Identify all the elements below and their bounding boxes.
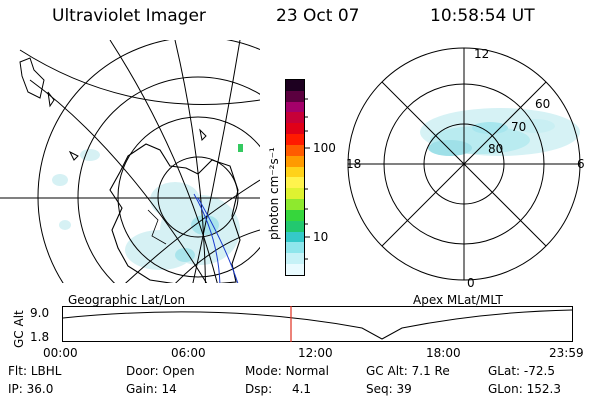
aurora-hotspot [238,144,243,152]
mlt-label-6: 6 [577,157,585,171]
time-tick-1800: 18:00 [426,346,461,360]
status-mode: Mode: Normal [245,364,329,378]
altitude-plot [62,306,573,342]
colorbar-segment [286,209,304,221]
status-glat: GLat: -72.5 [488,364,555,378]
observation-time: 10:58:54 UT [430,6,535,26]
geographic-map [0,40,260,283]
time-tick-0000: 00:00 [43,346,78,360]
colorbar-segment [286,144,304,156]
colorbar-ticks [305,98,310,260]
time-tick-2359: 23:59 [549,346,584,360]
aurora-emission-geo [52,149,240,270]
mlt-label-0: 0 [467,276,475,290]
colorbar-segment [286,253,304,265]
status-gain: Gain: 14 [126,382,177,396]
colorbar-segment [286,166,304,178]
colorbar-segment [286,80,304,91]
altitude-tick-max: 9.0 [30,306,50,320]
status-door: Door: Open [126,364,195,378]
colorbar [285,79,305,276]
time-tick-0600: 06:00 [171,346,206,360]
time-tick-1200: 12:00 [298,346,333,360]
geo-map-label: Geographic Lat/Lon [68,293,186,307]
mlat-label-70: 70 [511,120,527,134]
app-title: Ultraviolet Imager [52,6,206,26]
colorbar-segment [286,242,304,254]
mlat-label-80: 80 [488,142,504,156]
status-glon: GLon: 152.3 [488,382,561,396]
colorbar-tick-10: 10 [313,230,329,244]
colorbar-segment [286,112,304,124]
status-flt: Flt: LBHL [8,364,62,378]
aurora-emission-polar [420,108,580,156]
colorbar-segment [286,101,304,113]
observation-date: 23 Oct 07 [276,6,360,26]
status-gc-alt: GC Alt: 7.1 Re [366,364,450,378]
polar-map [347,47,581,281]
colorbar-tick-100: 100 [313,141,336,155]
colorbar-segment [286,134,304,145]
colorbar-segment [286,155,304,167]
mlt-label-12: 12 [474,47,490,61]
altitude-tick-min: 1.8 [30,330,50,344]
colorbar-segment [286,123,304,135]
altitude-axis-label: GC Alt [12,310,26,348]
colorbar-unit-label: photon cm⁻²s⁻¹ [267,147,281,240]
status-seq: Seq: 39 [366,382,412,396]
colorbar-segment [286,177,304,189]
colorbar-segment [286,90,304,102]
colorbar-segment [286,231,304,243]
mlat-label-60: 60 [535,97,551,111]
status-ip: IP: 36.0 [8,382,54,396]
colorbar-segment [286,220,304,232]
mlt-label-18: 18 [346,157,362,171]
polar-map-label: Apex MLat/MLT [413,293,503,307]
status-dsp: Dsp: 4.1 [245,382,312,396]
colorbar-segment [286,264,304,275]
colorbar-segment [286,188,304,200]
colorbar-segment [286,199,304,210]
